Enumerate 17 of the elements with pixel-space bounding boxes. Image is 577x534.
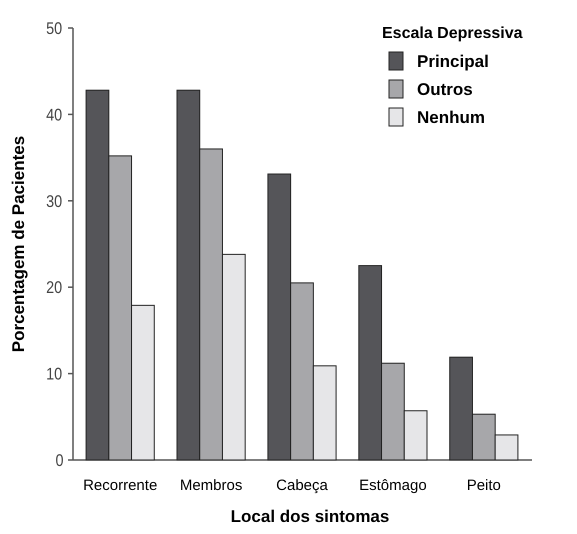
y-tick-label: 20 (46, 279, 62, 298)
x-tick-label: Recorrente (83, 477, 158, 494)
y-tick-label: 50 (46, 20, 62, 38)
y-tick-label: 0 (56, 452, 64, 470)
y-axis-title: Porcentagem de Pacientes (9, 136, 28, 352)
y-tick-label: 40 (46, 106, 62, 125)
x-axis-title: Local dos sintomas (230, 507, 390, 526)
x-tick-label: Cabeça (276, 477, 329, 494)
x-tick-label: Membros (180, 477, 242, 494)
legend-title: Escala Depressiva (382, 25, 523, 42)
y-tick-label: 10 (46, 366, 62, 384)
y-tick-label: 30 (46, 192, 62, 212)
legend-label: Principal (417, 52, 489, 71)
x-tick-label: Peito (466, 477, 501, 494)
x-tick-label: Estômago (359, 477, 427, 494)
legend-label: Nenhum (417, 108, 485, 127)
legend-label: Outros (417, 80, 473, 99)
